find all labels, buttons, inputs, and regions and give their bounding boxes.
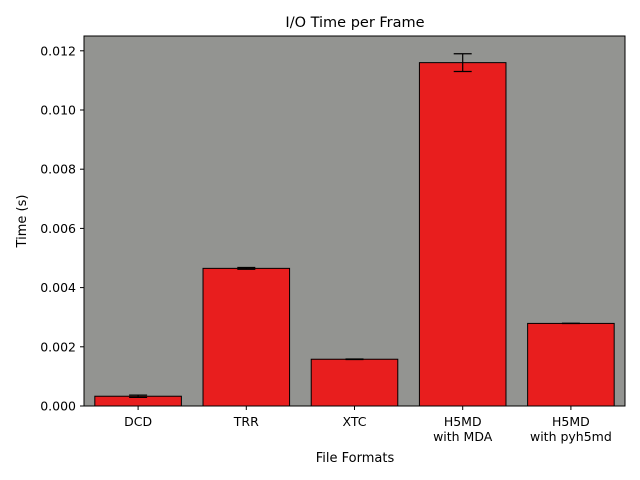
y-axis-label: Time (s) [15,195,30,249]
bar [310,358,399,407]
y-tick-label: 0.006 [40,221,76,236]
x-tick-label: TRR [233,414,259,429]
bar [418,62,507,407]
error-bar [453,53,472,73]
x-tick-label: with MDA [433,429,493,444]
y-tick-label: 0.008 [40,162,76,177]
bar [202,267,291,407]
y-tick-label: 0.012 [40,43,76,58]
x-tick-label: H5MD [552,414,590,429]
y-tick-label: 0.004 [40,280,76,295]
error-bar [345,358,364,361]
x-tick-label: with pyh5md [530,429,612,444]
bar [527,322,615,407]
chart-title: I/O Time per Frame [285,15,424,31]
x-axis-label: File Formats [316,451,395,466]
error-bar [237,266,256,270]
bars-group [94,62,615,407]
error-bar [129,394,148,399]
x-tick-label: H5MD [444,414,482,429]
error-bars-group [129,53,580,399]
x-tick-label: XTC [343,414,367,429]
y-tick-label: 0.000 [40,399,76,414]
y-tick-label: 0.010 [40,103,76,118]
x-tick-label: DCD [124,414,152,429]
y-tick-label: 0.002 [40,339,76,354]
y-axis: 0.000 0.002 0.004 0.006 0.008 0.010 0.012 [40,43,84,414]
